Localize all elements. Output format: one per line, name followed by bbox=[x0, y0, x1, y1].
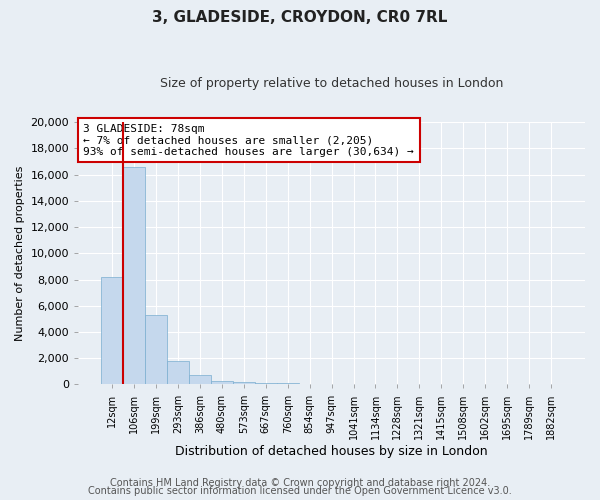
Bar bbox=[189, 374, 211, 384]
Bar bbox=[123, 167, 145, 384]
Y-axis label: Number of detached properties: Number of detached properties bbox=[15, 166, 25, 341]
Bar bbox=[233, 382, 255, 384]
Text: Contains public sector information licensed under the Open Government Licence v3: Contains public sector information licen… bbox=[88, 486, 512, 496]
Bar bbox=[145, 315, 167, 384]
X-axis label: Distribution of detached houses by size in London: Distribution of detached houses by size … bbox=[175, 444, 488, 458]
Text: 3 GLADESIDE: 78sqm
← 7% of detached houses are smaller (2,205)
93% of semi-detac: 3 GLADESIDE: 78sqm ← 7% of detached hous… bbox=[83, 124, 414, 156]
Bar bbox=[211, 380, 233, 384]
Bar bbox=[167, 361, 189, 384]
Bar bbox=[255, 382, 277, 384]
Bar bbox=[277, 383, 299, 384]
Text: 3, GLADESIDE, CROYDON, CR0 7RL: 3, GLADESIDE, CROYDON, CR0 7RL bbox=[152, 10, 448, 25]
Title: Size of property relative to detached houses in London: Size of property relative to detached ho… bbox=[160, 78, 503, 90]
Bar bbox=[101, 277, 123, 384]
Text: Contains HM Land Registry data © Crown copyright and database right 2024.: Contains HM Land Registry data © Crown c… bbox=[110, 478, 490, 488]
